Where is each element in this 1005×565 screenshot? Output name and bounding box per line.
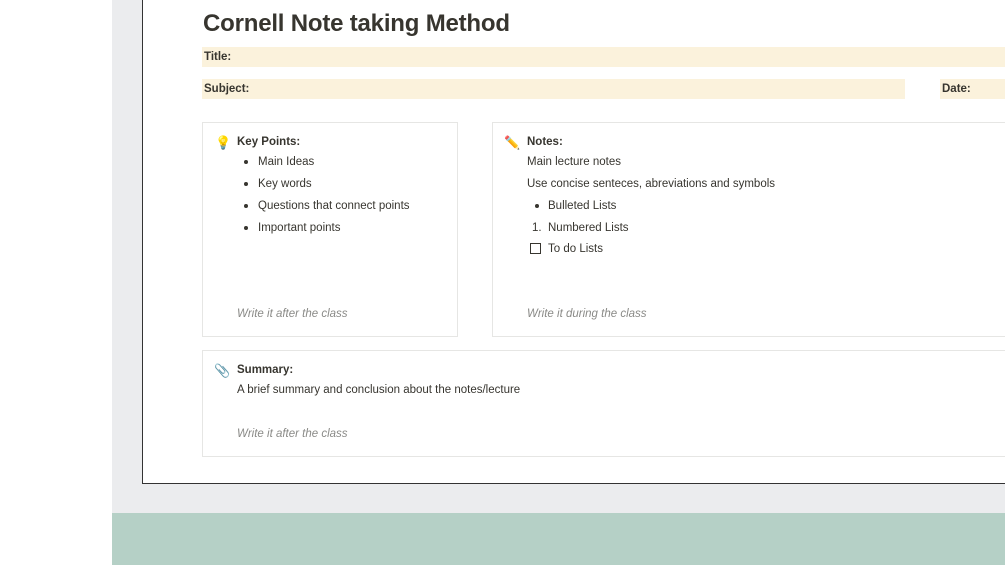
date-field[interactable]: Date:: [940, 79, 1005, 99]
page-title: Cornell Note taking Method: [203, 10, 510, 37]
title-field[interactable]: Title:: [202, 47, 1005, 67]
pencil-icon: ✏️: [504, 135, 521, 150]
bullet-icon: [244, 226, 248, 230]
numbered-list-item: Numbered Lists: [548, 222, 629, 234]
todo-item: To do Lists: [548, 243, 603, 255]
notes-line: Main lecture notes: [527, 156, 621, 168]
notes-footer: Write it during the class: [527, 308, 647, 320]
summary-text: A brief summary and conclusion about the…: [237, 384, 521, 396]
number-marker: 1.: [532, 222, 542, 234]
list-item: Questions that connect points: [258, 200, 410, 212]
left-margin: [0, 0, 112, 565]
key-points-heading: Key Points:: [237, 136, 301, 148]
notes-heading: Notes:: [527, 136, 563, 148]
list-item: Main Ideas: [258, 156, 315, 168]
bullet-icon: [535, 204, 539, 208]
list-item: Key words: [258, 178, 312, 190]
bulleted-list-item: Bulleted Lists: [548, 200, 617, 212]
footer-band: [112, 513, 1005, 565]
summary-callout: [202, 350, 1005, 457]
notes-line: Use concise senteces, abreviations and s…: [527, 178, 776, 190]
lightbulb-icon: 💡: [215, 135, 232, 150]
bullet-icon: [244, 182, 248, 186]
key-points-footer: Write it after the class: [237, 308, 348, 320]
bullet-icon: [244, 160, 248, 164]
bullet-icon: [244, 204, 248, 208]
summary-footer: Write it after the class: [237, 428, 348, 440]
subject-field[interactable]: Subject:: [202, 79, 905, 99]
list-item: Important points: [258, 222, 341, 234]
paperclip-icon: 📎: [214, 363, 231, 378]
todo-checkbox[interactable]: [530, 243, 541, 254]
notes-callout: [492, 122, 1005, 337]
summary-heading: Summary:: [237, 364, 294, 376]
